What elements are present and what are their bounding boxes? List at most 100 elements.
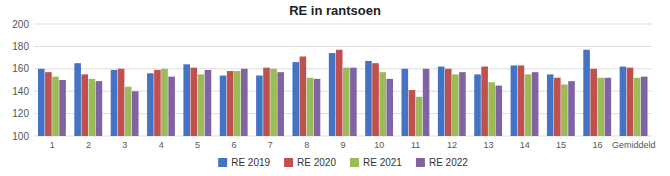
bar — [372, 63, 379, 136]
bar — [241, 69, 248, 136]
bar — [459, 72, 466, 136]
bar — [409, 90, 416, 136]
x-axis: 12345678910111213141516Gemiddeld — [50, 140, 656, 150]
y-tick-label: 200 — [12, 19, 29, 30]
bar — [511, 65, 518, 136]
bar — [416, 97, 423, 136]
bar — [496, 86, 503, 136]
chart: RE in rantsoen 100 120 140 160 180 200 12 3 4 5 6 7 8… — [0, 0, 670, 176]
legend-swatch — [416, 158, 425, 167]
bar — [547, 74, 554, 136]
x-tick-label: 8 — [304, 140, 309, 150]
chart-container: RE in rantsoen 100 120 140 160 180 200 12 3 4 5 6 7 8… — [0, 0, 670, 176]
legend-swatch — [218, 158, 227, 167]
x-tick-label: 11 — [411, 140, 420, 150]
x-tick-label: 16 — [592, 140, 602, 150]
bar — [277, 72, 284, 136]
x-tick-label: 9 — [340, 140, 345, 150]
x-tick-label: 4 — [159, 140, 164, 150]
bar — [270, 69, 277, 136]
bar — [111, 70, 118, 136]
bar — [147, 73, 154, 136]
bar — [307, 78, 314, 136]
bar — [45, 72, 52, 136]
bar — [568, 81, 575, 136]
series — [38, 50, 626, 136]
bar — [452, 74, 459, 136]
bar — [488, 82, 495, 136]
x-tick-label: 12 — [447, 140, 457, 150]
x-tick-label: 13 — [483, 140, 493, 150]
legend-label: RE 2020 — [297, 157, 336, 168]
bar — [183, 64, 190, 136]
bar — [52, 77, 59, 136]
bar — [329, 53, 336, 136]
x-tick-label: 7 — [268, 140, 273, 150]
legend-label: RE 2021 — [363, 157, 402, 168]
x-tick-label: 5 — [195, 140, 200, 150]
x-tick-label: 3 — [122, 140, 127, 150]
bar — [634, 78, 641, 136]
bar — [583, 50, 590, 136]
legend: RE 2019 RE 2020 RE 2021 RE 2022 — [218, 157, 468, 168]
bar — [81, 74, 88, 136]
bar — [220, 76, 227, 136]
bar — [118, 69, 125, 136]
grid-line — [34, 46, 652, 47]
bar — [525, 74, 532, 136]
bar — [438, 67, 445, 136]
legend-label: RE 2019 — [231, 157, 270, 168]
bar — [605, 78, 612, 136]
legend-label: RE 2022 — [429, 157, 468, 168]
bar — [532, 72, 539, 136]
bar — [168, 77, 175, 136]
bar — [561, 84, 568, 136]
x-tick-label: 6 — [231, 140, 236, 150]
series — [45, 50, 633, 136]
y-tick-label: 160 — [12, 63, 29, 74]
bar — [292, 62, 299, 136]
x-tick-label: 1 — [50, 140, 55, 150]
y-tick-label: 140 — [12, 86, 29, 97]
bars — [38, 50, 648, 136]
bar — [89, 79, 96, 136]
bar — [38, 69, 45, 136]
bar — [343, 68, 350, 136]
x-tick-label: Gemiddeld — [612, 140, 656, 150]
bar — [59, 80, 66, 136]
bar — [597, 78, 604, 136]
bar — [234, 71, 241, 136]
bar — [198, 74, 205, 136]
bar — [627, 68, 634, 136]
bar — [641, 77, 648, 136]
y-tick-label: 100 — [12, 131, 29, 142]
legend-swatch — [350, 158, 359, 167]
bar — [132, 91, 139, 136]
bar — [190, 68, 197, 136]
legend-swatch — [284, 158, 293, 167]
bar — [205, 70, 212, 136]
x-tick-label: 14 — [520, 140, 530, 150]
x-tick-label: 10 — [374, 140, 384, 150]
bar — [96, 81, 103, 136]
bar — [125, 87, 132, 136]
bar — [386, 79, 393, 136]
bar — [161, 69, 168, 136]
bar — [518, 65, 525, 136]
bar — [263, 68, 270, 136]
y-axis: 100 120 140 160 180 200 — [12, 19, 652, 142]
bar — [481, 67, 488, 136]
bar — [620, 67, 627, 136]
bar — [379, 72, 386, 136]
bar — [74, 63, 81, 136]
grid-line — [34, 24, 652, 25]
title: RE in rantsoen — [289, 3, 381, 18]
y-tick-label: 180 — [12, 41, 29, 52]
y-tick-label: 120 — [12, 108, 29, 119]
bar — [445, 69, 452, 136]
bar — [256, 76, 263, 136]
bar — [474, 74, 481, 136]
bar — [154, 70, 161, 136]
bar — [227, 71, 234, 136]
bar — [350, 68, 357, 136]
